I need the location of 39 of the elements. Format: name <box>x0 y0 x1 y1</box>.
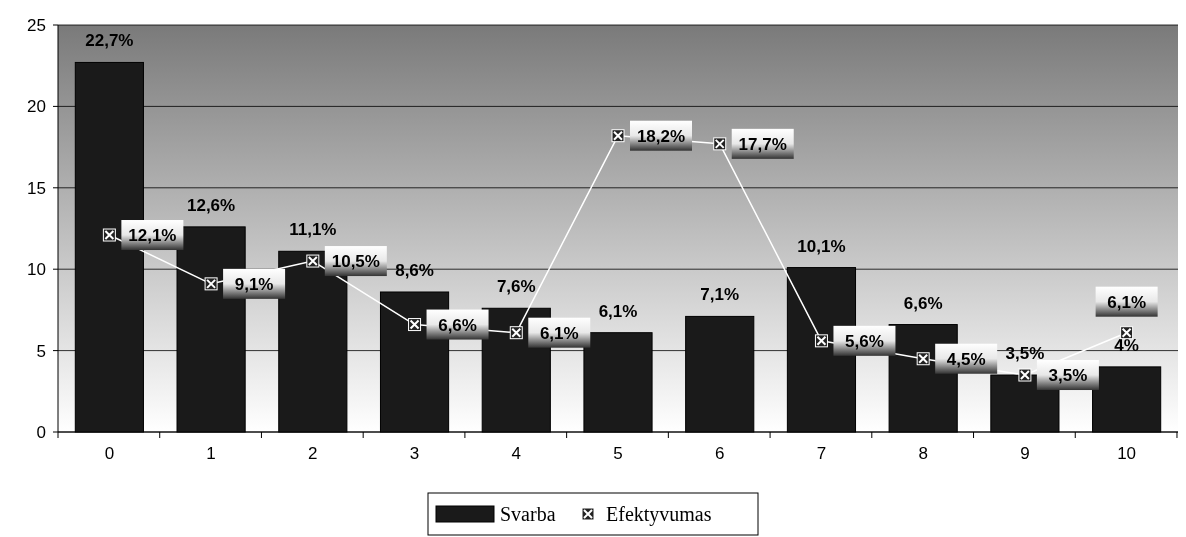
x-tick-label: 9 <box>1020 444 1030 463</box>
x-tick-label: 10 <box>1117 444 1137 463</box>
y-tick-label: 15 <box>27 178 46 198</box>
x-tick-label: 8 <box>918 444 928 463</box>
data-label: 12,1% <box>128 226 177 246</box>
y-tick-label: 20 <box>27 97 46 117</box>
data-label: 6,6% <box>903 293 943 313</box>
y-tick-label: 5 <box>36 341 46 361</box>
data-label: 10,5% <box>331 252 380 272</box>
data-label: 6,1% <box>598 301 638 321</box>
data-label: 3,5% <box>1048 366 1088 386</box>
data-label: 7,1% <box>700 285 740 305</box>
data-label: 4,5% <box>946 349 986 369</box>
data-label: 7,6% <box>496 277 536 297</box>
data-label: 9,1% <box>234 274 274 294</box>
data-label: 6,6% <box>438 315 477 335</box>
data-label: 12,6% <box>187 195 236 215</box>
x-tick-label: 7 <box>816 444 827 463</box>
x-tick-label: 0 <box>104 444 115 463</box>
data-label: 18,2% <box>636 126 686 146</box>
y-tick-label: 10 <box>27 260 46 280</box>
x-tick-label: 5 <box>613 444 623 463</box>
legend-label: Efektyvumas <box>606 503 712 526</box>
data-label: 6,1% <box>1107 292 1146 312</box>
data-label: 10,1% <box>797 236 846 256</box>
legend-label: Svarba <box>500 503 556 525</box>
data-label: 6,1% <box>539 323 579 343</box>
y-tick-label: 25 <box>27 16 46 35</box>
data-label: 4% <box>1114 335 1139 355</box>
x-tick-label: 6 <box>714 444 725 463</box>
x-tick-label: 3 <box>409 444 420 463</box>
y-tick-label: 0 <box>36 423 46 442</box>
data-label: 17,7% <box>738 134 787 154</box>
x-tick-label: 4 <box>511 444 522 463</box>
x-tick-label: 2 <box>308 444 318 463</box>
x-tick-label: 1 <box>206 444 216 463</box>
data-label: 5,6% <box>845 331 884 351</box>
data-label: 22,7% <box>85 31 134 51</box>
data-label: 11,1% <box>289 220 337 240</box>
